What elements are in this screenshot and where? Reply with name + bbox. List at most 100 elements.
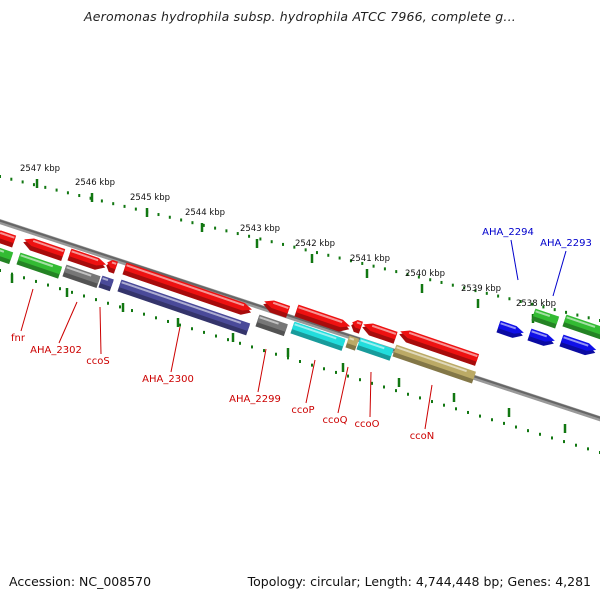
scale-dot-inner	[347, 374, 349, 378]
scale-dot-inner	[83, 294, 85, 298]
scale-dot-outer	[78, 194, 81, 198]
gene-label-leader	[552, 250, 567, 297]
scale-dot-outer	[485, 291, 488, 295]
scale-dot-inner	[155, 316, 157, 320]
scale-dot-inner	[299, 360, 301, 363]
scale-tick-label: 2542 kbp	[295, 239, 335, 249]
scale-dot-inner	[443, 403, 445, 407]
scale-dot-inner	[551, 436, 553, 440]
scale-dot-inner	[59, 287, 61, 291]
scale-dot-inner	[167, 319, 169, 323]
feature-small	[98, 275, 114, 292]
scale-dot-inner	[179, 323, 181, 327]
scale-dot-outer	[123, 204, 126, 208]
gene-arrow-aha2293	[527, 328, 555, 346]
scale-dot-outer	[202, 223, 205, 227]
scale-dot-outer	[248, 234, 251, 238]
gene-label: AHA_2294	[482, 227, 534, 238]
scale-dot-inner	[479, 414, 481, 418]
scale-dot-outer	[576, 313, 579, 317]
scale-dot-outer	[417, 275, 420, 279]
scale-dot-inner	[275, 352, 277, 356]
scale-dot-outer	[191, 221, 194, 225]
scale-dot-outer	[293, 245, 296, 249]
scale-dot-outer	[0, 175, 1, 178]
scale-dot-outer	[168, 215, 171, 219]
gene-label: AHA_2299	[229, 394, 281, 405]
gene-label: ccoS	[86, 356, 109, 367]
scale-dot-inner	[467, 410, 469, 414]
scale-dot-inner	[23, 276, 25, 280]
feature-aha2299	[255, 314, 288, 337]
scale-dot-inner	[335, 370, 337, 374]
scale-dot-outer	[542, 305, 545, 309]
gene-arrow-ccoo	[362, 323, 398, 344]
scale-dot-outer	[440, 280, 443, 284]
feature-ccon	[392, 344, 476, 384]
scale-dot-outer	[66, 191, 69, 195]
scale-dot-outer	[372, 264, 375, 268]
scale-dot-outer	[32, 183, 35, 187]
gene-arrow-ccoq	[351, 320, 363, 334]
gene-arrow-fnr	[0, 230, 17, 248]
scale-dot-outer	[338, 256, 341, 260]
feature-ccop	[290, 321, 346, 351]
scale-dot-outer	[214, 226, 217, 230]
scale-tick-label: 2547 kbp	[20, 164, 60, 174]
scale-dot-inner	[35, 279, 37, 283]
scale-dot-inner	[95, 298, 97, 302]
scale-tick-label: 2540 kbp	[405, 269, 445, 279]
gene-label: fnr	[11, 333, 26, 344]
scale-dot-outer	[10, 177, 13, 181]
scale-tick-label: 2544 kbp	[185, 208, 225, 218]
scale-dot-inner	[419, 396, 421, 400]
gene-arrow-small	[106, 260, 118, 274]
gene-label-leader	[170, 326, 181, 373]
feature-aha2294-green	[531, 308, 560, 329]
gene-label-leader	[337, 366, 349, 414]
gene-label-leader	[510, 239, 519, 281]
feature-aha2300	[117, 279, 251, 336]
map-title: Aeromonas hydrophila subsp. hydrophila A…	[84, 9, 516, 24]
scale-dot-inner	[395, 389, 397, 393]
gene-label: AHA_2293	[540, 238, 592, 249]
scale-dot-inner	[215, 334, 217, 338]
feature-ccos	[62, 264, 101, 289]
scale-dot-inner	[491, 418, 493, 422]
scale-dot-inner	[0, 269, 1, 272]
scale-dot-inner	[563, 440, 565, 444]
scale-dot-inner	[143, 312, 145, 316]
scale-tick-label: 2539 kbp	[461, 284, 501, 294]
gene-label: AHA_2302	[30, 345, 82, 356]
scale-dot-outer	[304, 248, 307, 252]
backbone-line-core	[0, 219, 600, 419]
scale-dot-outer	[531, 302, 534, 306]
gene-label-leader	[424, 384, 433, 430]
scale-dot-outer	[553, 308, 556, 312]
gene-arrow-ccos	[67, 248, 107, 270]
feature-ccoo	[356, 337, 394, 361]
scale-dot-outer	[451, 283, 454, 287]
scale-dot-outer	[497, 294, 500, 298]
gene-label: ccoN	[410, 431, 435, 442]
scale-dot-outer	[157, 213, 160, 217]
scale-dot-outer	[259, 237, 262, 241]
scale-dot-inner	[503, 421, 505, 425]
topology-text: Topology: circular; Length: 4,744,448 bp…	[247, 574, 591, 589]
scale-dot-outer	[395, 270, 398, 274]
gene-arrow-aha2294	[496, 320, 524, 338]
scale-dot-inner	[239, 341, 241, 345]
scale-dot-inner	[431, 400, 433, 404]
scale-dot-outer	[463, 286, 466, 290]
scale-tick-label: 2543 kbp	[240, 224, 280, 234]
scale-dot-outer	[134, 207, 137, 211]
scale-dot-outer	[474, 289, 477, 293]
scale-dot-inner	[119, 305, 121, 309]
scale-dot-outer	[236, 232, 239, 236]
scale-dot-inner	[527, 429, 529, 433]
gene-label: AHA_2300	[142, 374, 194, 385]
gene-label: ccoO	[355, 419, 380, 430]
scale-dot-outer	[180, 218, 183, 222]
scale-dot-inner	[323, 367, 325, 371]
